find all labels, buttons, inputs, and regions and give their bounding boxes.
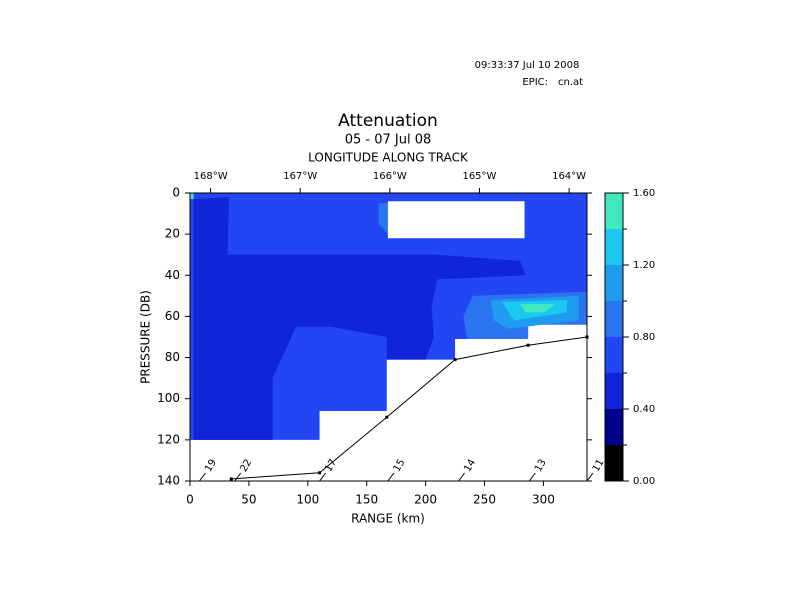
y-tick-label: 80 [165,350,180,364]
y-tick-label: 0 [172,186,180,200]
colorbar-segment [605,409,623,445]
bottom-point [385,415,389,419]
station-label: 19 [203,457,219,474]
station-label: 14 [462,457,478,474]
contour-region [378,203,388,235]
bottom-point [318,471,322,475]
station-tick [387,472,395,482]
bottom-line [231,336,588,480]
station-tick [458,472,465,482]
x2-axis-label: LONGITUDE ALONG TRACK [308,151,469,165]
colorbar-segment [605,265,623,301]
colorbar-segment [605,373,623,409]
x-tick-label: 250 [473,493,496,507]
y-tick-label: 60 [165,309,180,323]
y-tick-label: 120 [157,432,180,446]
station-tick [586,472,594,482]
y-tick-label: 40 [165,268,180,282]
x2-tick-label: 168°W [194,171,228,182]
y-tick-label: 100 [157,391,180,405]
contour-region [519,304,556,313]
station-label: 15 [392,457,408,474]
x-tick-label: 0 [186,493,194,507]
x-tick-label: 100 [296,493,319,507]
epic-file: cn.at [558,77,583,88]
station-label: 13 [533,457,549,474]
colorbar-segment [605,229,623,265]
colorbar-tick-label: 0.80 [633,332,655,343]
timestamp: 09:33:37 Jul 10 2008 [475,60,580,71]
y-axis-label: PRESSURE (DB) [139,290,153,384]
epic-label: EPIC: [522,77,548,88]
x-tick-label: 50 [241,493,256,507]
station-tick [319,472,326,482]
x-tick-label: 300 [532,493,555,507]
bottom-point [526,343,530,347]
station-tick [199,472,206,482]
x-tick-label: 150 [355,493,378,507]
colorbar-segment [605,337,623,373]
chart-subtitle: 05 - 07 Jul 08 [345,133,432,148]
no-data-gap [387,201,525,239]
colorbar-segment [605,301,623,337]
x-axis-label: RANGE (km) [351,512,425,526]
station-tick [234,472,242,482]
x2-tick-label: 167°W [283,171,317,182]
bottom-point [453,358,457,362]
contour-region [190,193,194,200]
station-tick [528,472,536,482]
colorbar-tick-label: 1.20 [633,260,655,271]
y-tick-label: 140 [157,474,180,488]
colorbar-segment [605,193,623,229]
contour-region [193,197,526,440]
colorbar-tick-label: 0.00 [633,476,655,487]
bottom-point [229,477,233,481]
colorbar-tick-label: 1.60 [633,188,655,199]
colorbar-tick-label: 0.40 [633,404,655,415]
x2-tick-label: 165°W [462,171,496,182]
colorbar-segment [605,445,623,481]
x-tick-label: 200 [414,493,437,507]
station-label: 22 [238,457,254,474]
chart-title: Attenuation [338,111,438,131]
y-tick-label: 20 [165,227,180,241]
station-label: 17 [323,457,339,474]
x2-tick-label: 166°W [373,171,407,182]
bottom-point [585,335,589,339]
station-label: 11 [591,457,607,474]
x2-tick-label: 164°W [552,171,586,182]
